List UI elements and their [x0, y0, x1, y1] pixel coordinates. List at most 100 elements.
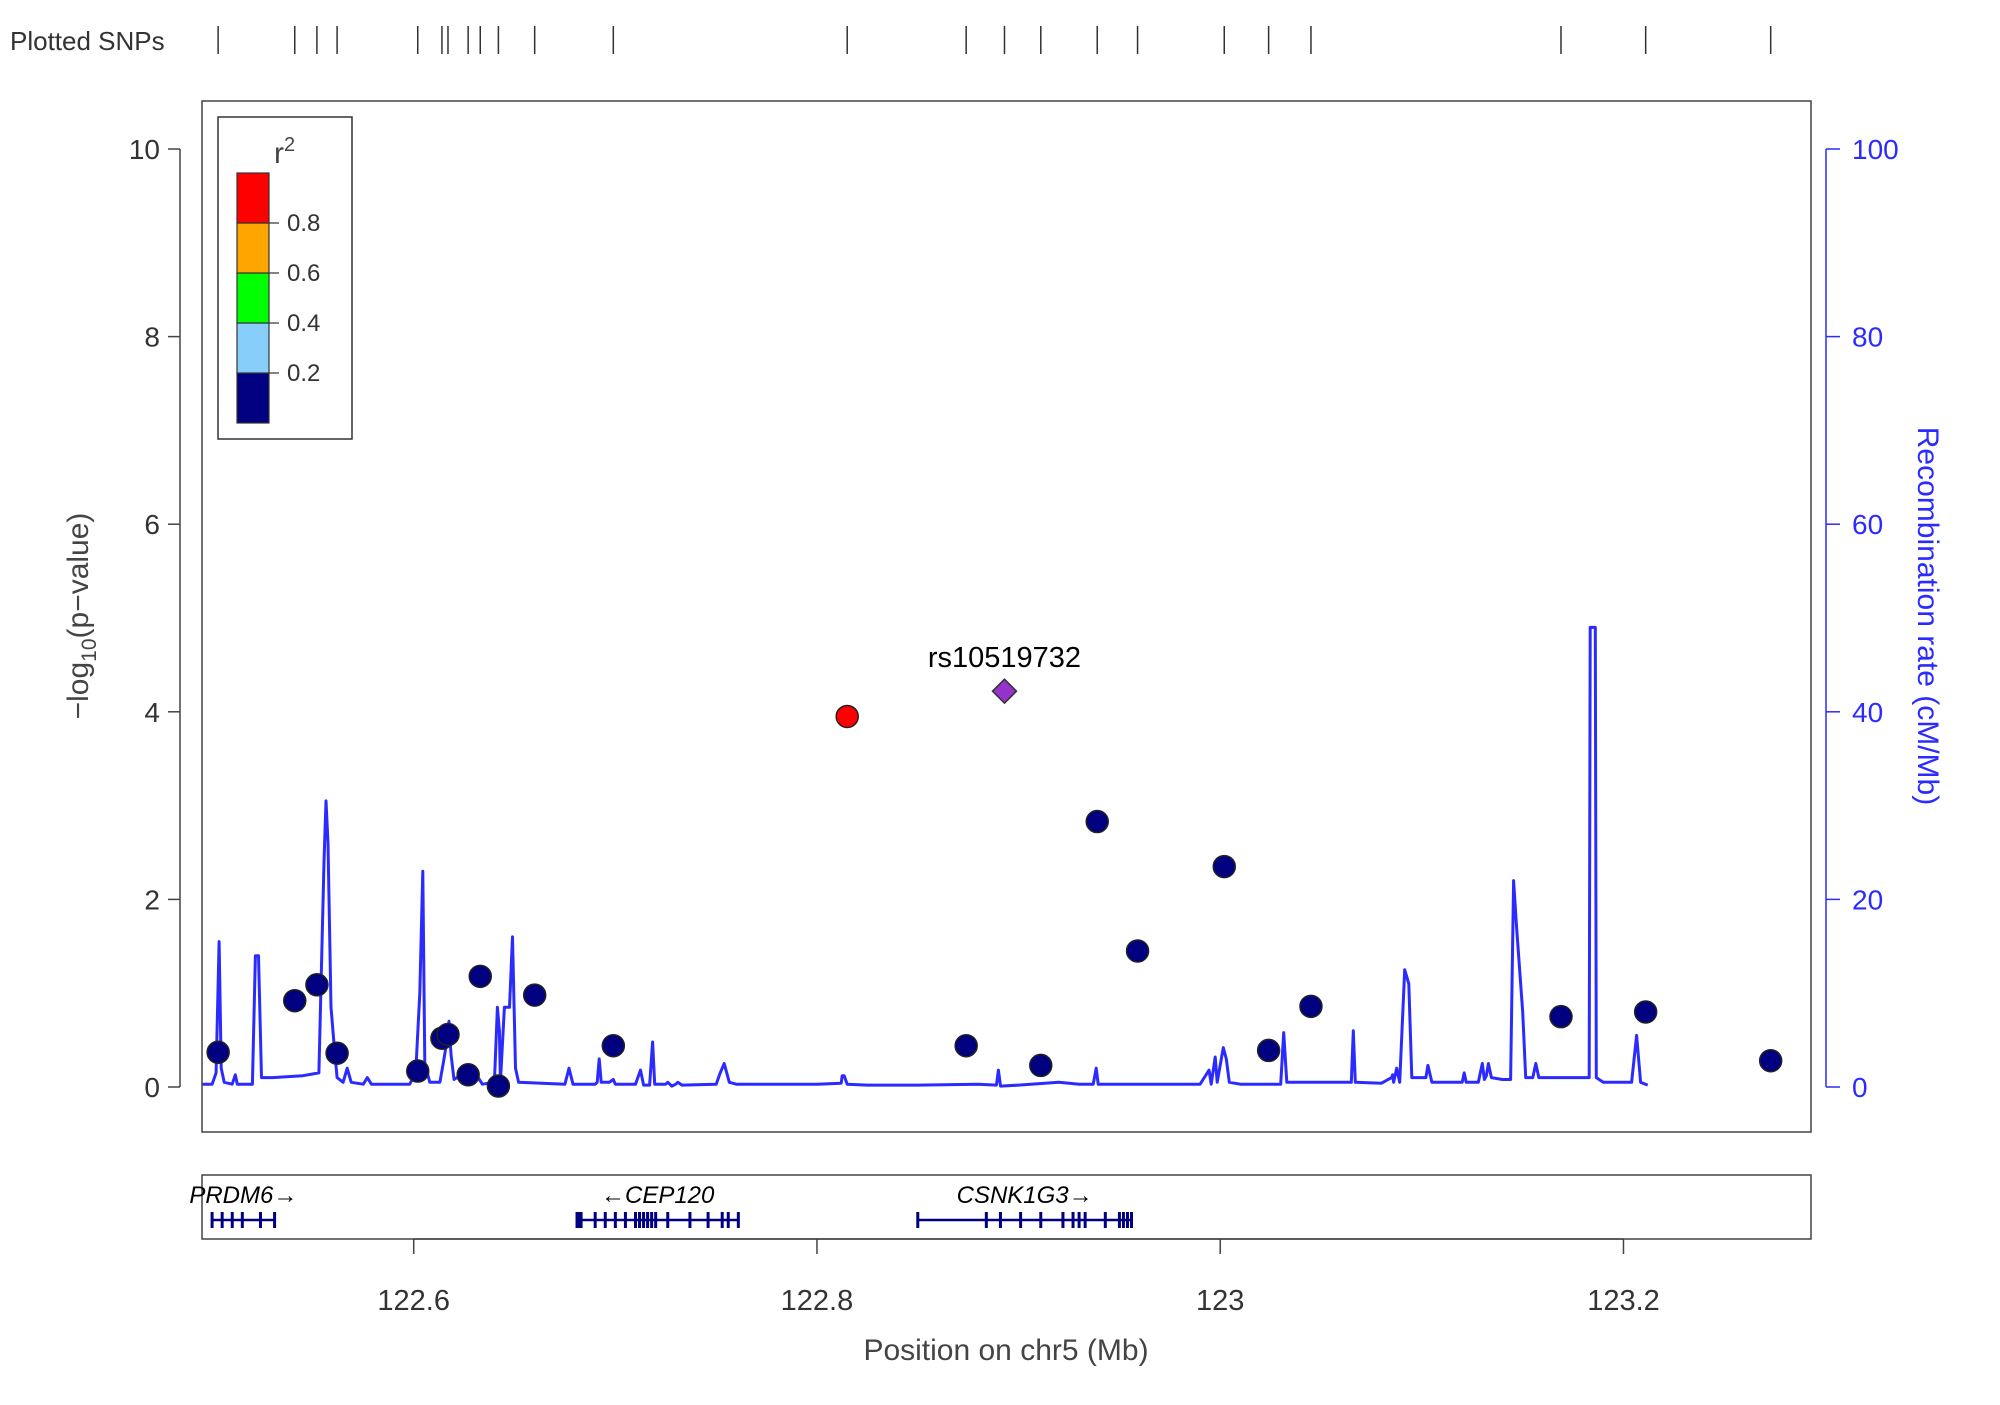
y-axis-title-prefix: −log: [62, 662, 95, 720]
gene-exon: [575, 1212, 579, 1228]
gene-exon: [240, 1212, 244, 1228]
snp-point: [405, 1059, 430, 1083]
snp-point: [468, 964, 492, 989]
x-axis-title: Position on chr5 (Mb): [863, 1334, 1148, 1367]
plot-frame: [201, 100, 1812, 1133]
snp-point: [1299, 994, 1323, 1019]
gene-exon: [646, 1212, 650, 1228]
gene-exon: [666, 1212, 670, 1228]
plotted-snps-label: Plotted SNPs: [10, 26, 165, 56]
gene-exon: [603, 1212, 607, 1228]
gene-label: ←CEP120: [601, 1182, 715, 1209]
x-axis: 122.6 122.8 123 123.2: [377, 1238, 1660, 1317]
gene-exon: [726, 1212, 730, 1228]
gene-exon: [642, 1212, 646, 1228]
gene-exon: [1039, 1212, 1043, 1228]
gene-exon: [210, 1212, 214, 1228]
x-tick-label: 123.2: [1587, 1285, 1660, 1317]
snp-point: [522, 983, 547, 1007]
gene-exon: [736, 1212, 740, 1228]
right-tick-label: 100: [1852, 134, 1899, 165]
y-axis-title-suffix: (p−value): [62, 513, 95, 639]
left-tick-label: 8: [144, 322, 160, 353]
gene-label: CSNK1G3→: [957, 1182, 1093, 1209]
gene-exon: [654, 1212, 658, 1228]
right-tick-label: 0: [1852, 1072, 1868, 1103]
right-y-axis-title: Recombination rate (cM/Mb): [1911, 427, 1944, 805]
snp-point: [835, 704, 859, 729]
gene-exon: [720, 1212, 724, 1228]
plotted-snps-rug: [217, 26, 1772, 54]
gene-exon: [916, 1212, 920, 1228]
snp-point: [954, 1033, 978, 1058]
snp-point: [1256, 1038, 1281, 1063]
snp-point: [456, 1063, 480, 1087]
left-tick-label: 6: [144, 509, 160, 540]
snp-point: [1549, 1004, 1573, 1029]
recombination-rate-line: [202, 625, 1649, 1088]
left-y-axis: 0 2 4 6 8 10: [129, 134, 181, 1103]
snp-point: [1085, 809, 1109, 834]
gene-exon: [273, 1212, 277, 1228]
gene-exon: [623, 1212, 627, 1228]
legend-bin: [236, 372, 270, 424]
right-tick-label: 80: [1852, 322, 1883, 353]
snp-point: [206, 1040, 230, 1065]
gene-exon: [1121, 1212, 1125, 1228]
snp-point: [1125, 939, 1150, 963]
gene-exon: [1117, 1212, 1121, 1228]
snp-point: [436, 1022, 460, 1047]
gene-exon: [638, 1212, 642, 1228]
snp-point: [325, 1041, 349, 1065]
right-tick-label: 40: [1852, 697, 1883, 728]
r2-legend: r2 0.2 0.4 0.6 0.8: [217, 116, 353, 440]
snp-point: [486, 1074, 511, 1098]
legend-color-bins: 0.2 0.4 0.6 0.8: [236, 172, 320, 424]
right-tick-label: 60: [1852, 509, 1883, 540]
gene-exon: [593, 1212, 597, 1228]
snp-point: [1633, 1000, 1658, 1024]
gene-exon: [1077, 1212, 1081, 1228]
index-snp-point: [991, 678, 1018, 705]
gene-exon: [1019, 1212, 1023, 1228]
gene-exon: [1061, 1212, 1065, 1228]
snp-point: [1212, 854, 1237, 879]
gene-exon: [1083, 1212, 1087, 1228]
left-tick-label: 0: [144, 1072, 160, 1103]
y-axis-title: −log10(p−value): [62, 513, 101, 720]
snp-point: [282, 988, 307, 1013]
gene-exon: [577, 1212, 581, 1228]
x-tick-label: 122.8: [781, 1285, 854, 1317]
legend-title: r2: [274, 134, 295, 170]
index-snp-label: rs10519732: [928, 642, 1081, 674]
legend-tick-label: 0.6: [287, 260, 320, 287]
legend-tick-label: 0.4: [287, 310, 320, 337]
y-axis-title-subscript: 10: [78, 638, 101, 661]
snp-point: [1029, 1053, 1053, 1078]
gene-exon: [650, 1212, 654, 1228]
gene-exon: [1071, 1212, 1075, 1228]
legend-bin: [236, 222, 270, 274]
gene-track: PRDM6→ ←CEP120 CSNK1G3→: [189, 1182, 1134, 1228]
gene-exon: [1130, 1212, 1134, 1228]
gene-exon: [706, 1212, 710, 1228]
legend-bin: [236, 322, 270, 374]
gene-exon: [579, 1212, 583, 1228]
gene-exon: [230, 1212, 234, 1228]
snp-point: [601, 1033, 626, 1058]
left-tick-label: 2: [144, 884, 160, 915]
legend-tick-label: 0.2: [287, 360, 320, 387]
gene-exon: [984, 1212, 988, 1228]
gene-exon: [688, 1212, 692, 1228]
gene-exon: [1103, 1212, 1107, 1228]
snp-points: rs10519732: [206, 642, 1783, 1098]
snp-point: [305, 973, 329, 997]
gene-exon: [613, 1212, 617, 1228]
gene-track-frame: [201, 1174, 1812, 1240]
legend-bin: [236, 272, 270, 324]
legend-bin: [236, 172, 270, 224]
right-tick-label: 20: [1852, 884, 1883, 915]
left-tick-label: 4: [144, 697, 160, 728]
